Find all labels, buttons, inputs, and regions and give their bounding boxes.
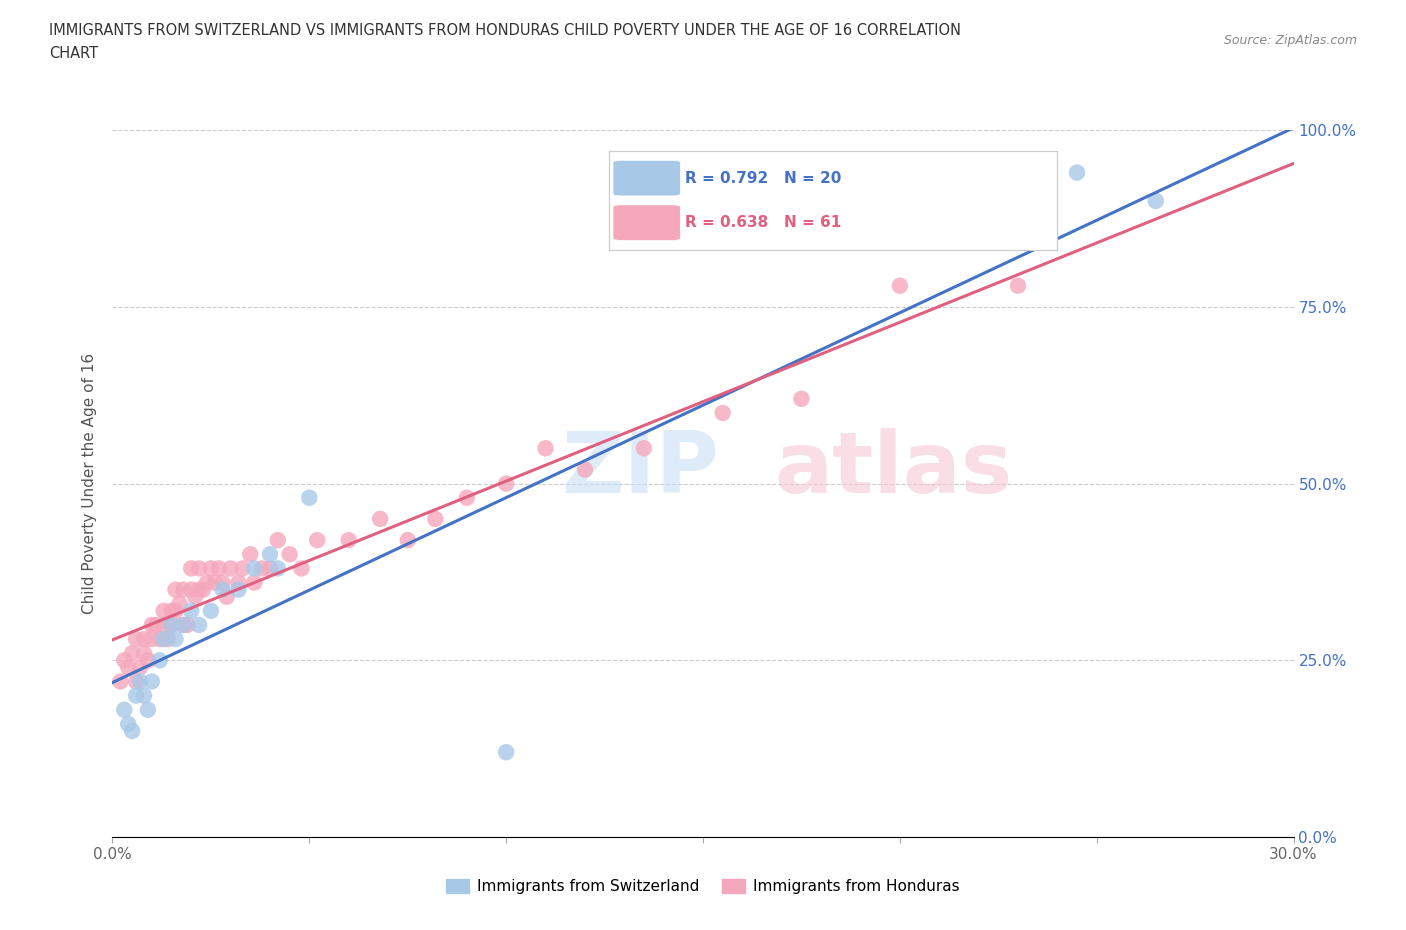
Point (160, 618, 183, 632)
Point (211, 575, 233, 590)
Point (169, 596, 191, 611)
Point (259, 561, 281, 576)
Point (132, 645, 155, 660)
Point (172, 618, 194, 632)
Text: ZIP: ZIP (561, 428, 718, 511)
Point (165, 631, 187, 646)
Text: CHART: CHART (49, 46, 98, 61)
Point (228, 575, 250, 590)
Point (574, 462, 596, 477)
Legend: Immigrants from Switzerland, Immigrants from Honduras: Immigrants from Switzerland, Immigrants … (440, 872, 966, 900)
Point (889, 278, 911, 293)
Point (180, 582, 202, 597)
Point (132, 688, 155, 703)
Point (396, 533, 419, 548)
Point (152, 604, 174, 618)
Point (117, 660, 139, 675)
Point (160, 618, 183, 632)
Point (152, 618, 174, 632)
Point (110, 674, 132, 689)
Point (368, 512, 391, 526)
Point (165, 582, 187, 597)
Point (298, 490, 321, 505)
Point (117, 716, 139, 731)
Point (188, 582, 211, 597)
Point (711, 405, 734, 420)
Point (1144, 193, 1167, 208)
Point (141, 674, 163, 689)
Point (129, 660, 152, 675)
Point (259, 547, 281, 562)
Point (219, 561, 242, 576)
Point (121, 645, 143, 660)
Point (152, 631, 174, 646)
Point (239, 547, 262, 562)
Point (160, 604, 183, 618)
Point (200, 604, 222, 618)
Point (145, 618, 167, 632)
Point (278, 547, 301, 562)
Point (204, 575, 226, 590)
Point (180, 604, 202, 618)
Point (180, 561, 202, 576)
Point (243, 561, 266, 576)
Text: atlas: atlas (773, 428, 1012, 511)
Point (121, 724, 143, 738)
Point (195, 575, 218, 590)
Point (125, 674, 148, 689)
Point (149, 653, 172, 668)
Point (1066, 166, 1088, 180)
Point (633, 441, 655, 456)
Point (125, 631, 148, 646)
Point (456, 490, 478, 505)
Point (141, 618, 163, 632)
Point (228, 582, 250, 597)
Text: Source: ZipAtlas.com: Source: ZipAtlas.com (1223, 34, 1357, 47)
Point (172, 582, 194, 597)
Y-axis label: Child Poverty Under the Age of 16: Child Poverty Under the Age of 16 (82, 353, 97, 614)
Point (132, 631, 155, 646)
Point (165, 604, 187, 618)
Point (172, 618, 194, 632)
Point (188, 561, 211, 576)
Point (495, 476, 517, 491)
Point (208, 561, 231, 576)
Point (141, 631, 163, 646)
Point (495, 745, 517, 760)
Point (211, 582, 233, 597)
Point (112, 653, 135, 668)
Point (191, 582, 214, 597)
Point (267, 533, 290, 548)
Point (243, 575, 266, 590)
Text: IMMIGRANTS FROM SWITZERLAND VS IMMIGRANTS FROM HONDURAS CHILD POVERTY UNDER THE : IMMIGRANTS FROM SWITZERLAND VS IMMIGRANT… (49, 23, 962, 38)
Point (1007, 278, 1029, 293)
Point (250, 561, 273, 576)
Point (215, 590, 238, 604)
Point (267, 561, 290, 576)
Point (188, 618, 211, 632)
Point (425, 512, 447, 526)
Point (231, 561, 253, 576)
Point (200, 561, 222, 576)
Point (149, 631, 172, 646)
Point (136, 702, 159, 717)
Point (125, 688, 148, 703)
Point (129, 674, 152, 689)
Point (156, 631, 179, 646)
Point (790, 392, 813, 406)
Point (184, 590, 207, 604)
Point (176, 618, 198, 632)
Point (337, 533, 360, 548)
Point (307, 533, 329, 548)
Point (534, 441, 557, 456)
Point (290, 561, 312, 576)
Point (136, 653, 159, 668)
Point (112, 702, 135, 717)
